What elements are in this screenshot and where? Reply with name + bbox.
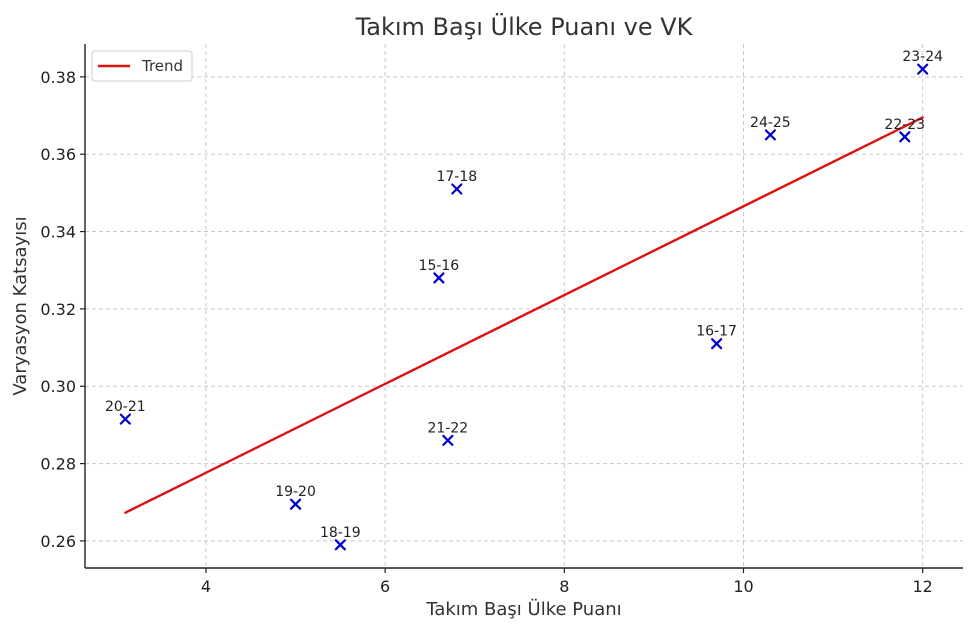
point-label: 19-20	[275, 484, 316, 500]
data-point-20-21: 20-21	[105, 399, 146, 425]
data-point-18-19: 18-19	[320, 525, 361, 551]
point-label: 17-18	[436, 169, 477, 185]
data-point-17-18: 17-18	[436, 169, 477, 195]
point-label: 15-16	[419, 258, 460, 274]
point-label: 16-17	[696, 324, 737, 340]
point-marker	[334, 539, 346, 551]
point-marker	[899, 131, 911, 143]
legend-trend-label: Trend	[141, 57, 183, 75]
point-label: 21-22	[428, 420, 469, 436]
point-marker	[917, 63, 929, 75]
trend-line-layer	[124, 116, 924, 514]
x-axis-label: Takım Başı Ülke Puanı	[425, 598, 621, 620]
data-point-23-24: 23-24	[902, 49, 943, 75]
trend-line	[124, 116, 924, 514]
point-marker	[764, 129, 776, 141]
data-point-15-16: 15-16	[419, 258, 460, 284]
x-tick-label: 8	[559, 577, 569, 596]
y-tick-label: 0.32	[40, 300, 76, 319]
y-tick-label: 0.30	[40, 377, 76, 396]
point-label: 18-19	[320, 525, 361, 541]
point-marker	[119, 413, 131, 425]
point-marker	[289, 498, 302, 510]
data-point-21-22: 21-22	[428, 420, 469, 446]
legend-box	[91, 50, 193, 82]
grid	[85, 44, 963, 568]
data-point-19-20: 19-20	[275, 484, 316, 510]
y-axis-label: Varyasyon Katsayısı	[10, 216, 31, 395]
y-tick-label: 0.28	[40, 455, 76, 474]
point-label: 23-24	[902, 49, 943, 65]
x-tick-label: 6	[380, 577, 390, 596]
axes-frame	[84, 44, 963, 569]
point-marker	[711, 338, 723, 350]
legend: Trend	[91, 50, 193, 82]
points-layer: 15-16 16-17 17-18 18-19 19-20 20-21 21-22 22-23…	[105, 49, 943, 551]
data-point-22-23: 22-23	[884, 117, 925, 143]
ticks: 4 6 8 10 12 0.26 0.28 0.30 0.32 0.34 0.36 0.38	[40, 68, 932, 596]
x-tick-label: 4	[201, 577, 211, 596]
data-point-16-17: 16-17	[696, 324, 737, 350]
point-marker	[433, 272, 445, 284]
x-tick-label: 12	[913, 577, 933, 596]
y-tick-label: 0.26	[40, 532, 76, 551]
y-tick-label: 0.38	[40, 68, 76, 87]
point-marker	[451, 183, 463, 195]
point-label: 20-21	[105, 399, 146, 415]
y-tick-label: 0.34	[40, 223, 76, 242]
data-point-24-25: 24-25	[750, 115, 791, 141]
x-tick-label: 10	[733, 577, 753, 596]
y-tick-label: 0.36	[40, 145, 76, 164]
point-label: 24-25	[750, 115, 791, 131]
chart-title: Takım Başı Ülke Puanı ve VK	[355, 12, 694, 41]
point-marker	[442, 434, 454, 446]
point-label: 22-23	[884, 117, 925, 133]
